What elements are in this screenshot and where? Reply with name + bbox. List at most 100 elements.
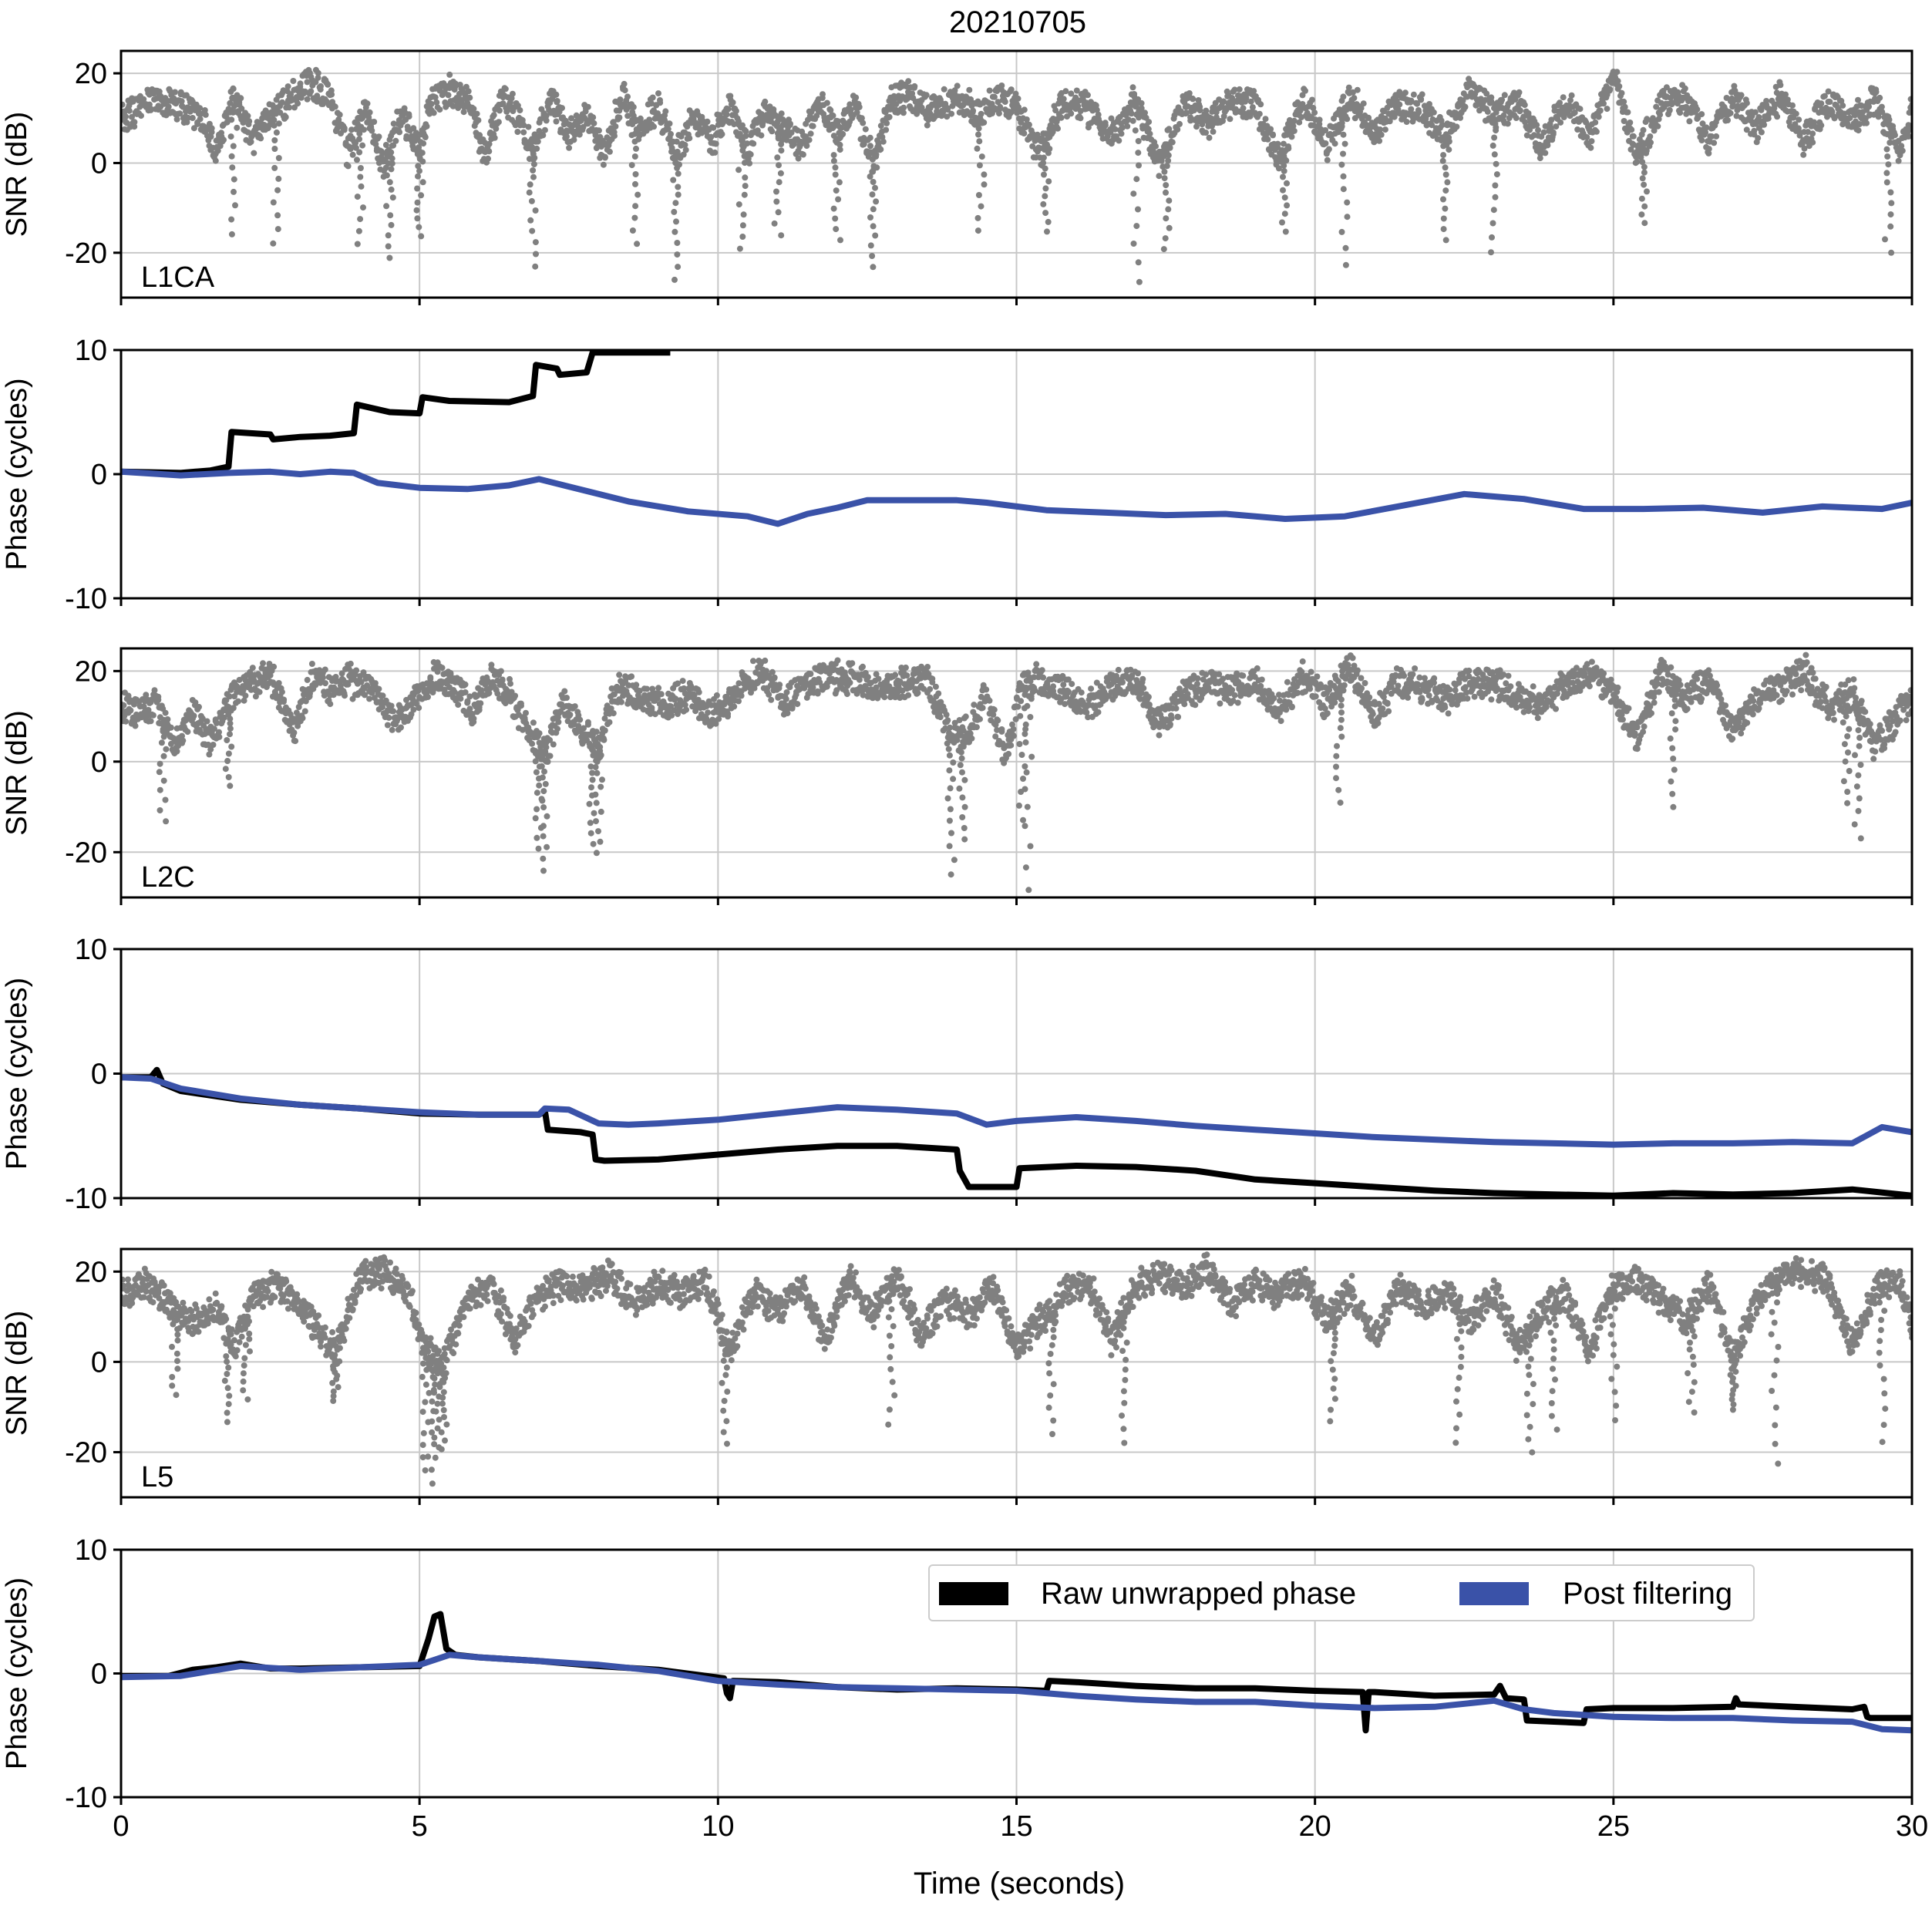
l1ca-snr-point: [875, 140, 882, 147]
l1ca-snr-point: [514, 129, 521, 135]
l1ca-snr-point: [1291, 127, 1298, 134]
l1ca-snr-point: [1686, 118, 1693, 125]
l1ca-snr-outlier: [418, 192, 425, 199]
l2c-snr-point: [601, 715, 608, 722]
l1ca-snr-point: [1396, 101, 1403, 108]
l1ca-snr-outlier: [356, 136, 362, 143]
l1ca-snr-point: [486, 140, 493, 147]
l1ca-snr-point: [630, 103, 637, 110]
l1ca-snr-outlier: [385, 243, 392, 250]
l2c-snr-point: [606, 719, 613, 726]
l1ca-snr-point: [1727, 109, 1734, 116]
l1ca-snr-point: [297, 83, 304, 90]
l1ca-snr-point: [997, 103, 1004, 110]
l1ca-snr-point: [991, 93, 998, 100]
l2c-snr-point: [571, 703, 578, 710]
l2c-snr-point: [398, 724, 404, 731]
l1ca-snr-point: [1683, 103, 1690, 110]
l1ca-snr-point: [208, 125, 215, 132]
l2c-snr-point: [434, 668, 441, 675]
l1ca-snr-point: [1839, 102, 1846, 109]
l1ca-snr-outlier: [832, 215, 839, 222]
l1ca-snr-point: [1340, 93, 1347, 100]
l2c-snr-point: [564, 718, 571, 725]
l1ca-snr-point: [731, 121, 738, 128]
l1ca-snr-outlier: [1492, 194, 1499, 200]
l1ca-snr-point: [325, 81, 332, 88]
l1ca-snr-point: [1231, 86, 1238, 93]
l2c-snr-point: [1033, 661, 1040, 668]
l2c-snr-point: [275, 680, 282, 686]
l2c-snr-point: [236, 676, 243, 683]
l1ca-snr-outlier: [272, 110, 279, 117]
l1ca-snr-point: [970, 107, 977, 114]
l1ca-snr-point: [131, 123, 138, 130]
l1ca-snr-point: [554, 98, 560, 104]
l1ca-snr-outlier: [1165, 206, 1172, 213]
l1ca-snr-point: [177, 110, 183, 117]
l1ca-snr-point: [637, 115, 644, 122]
l1ca-snr-point: [1107, 129, 1114, 136]
l1ca-snr-point: [1634, 158, 1641, 165]
l1ca-snr-point: [1378, 131, 1385, 138]
l2c-snr-point: [132, 722, 139, 729]
l1ca-snr-point: [1439, 122, 1446, 128]
l1ca-snr-outlier: [1489, 220, 1496, 227]
l1ca-snr-point: [1344, 116, 1351, 123]
l1ca-snr-point: [750, 140, 757, 147]
l1ca-snr-outlier: [1883, 179, 1890, 186]
l1ca-snr-point: [1453, 123, 1460, 130]
l1ca-snr-point: [1800, 151, 1807, 158]
l2c-snr-point: [768, 696, 775, 703]
l1ca-snr-point: [390, 142, 397, 149]
l1ca-snr-point: [1755, 135, 1762, 142]
l1ca-phase-plot-area: [121, 350, 1912, 527]
l1ca-snr-point: [449, 103, 456, 109]
l1ca-snr-point: [517, 107, 523, 113]
l1ca-snr-outlier: [416, 167, 422, 174]
l1ca-snr-point: [712, 140, 719, 147]
l1ca-snr-point: [1116, 137, 1123, 144]
l2c-snr-point: [873, 684, 880, 691]
l1ca-snr-point: [1483, 90, 1490, 97]
l2c-snr-point: [295, 704, 302, 710]
l1ca-snr-outlier: [975, 125, 982, 132]
l1ca-snr-point: [455, 105, 462, 111]
l2c-snr-point: [1010, 726, 1017, 732]
l1ca-snr-point: [1863, 120, 1870, 126]
l1ca-snr-outlier: [1281, 194, 1288, 201]
l1ca-snr-point: [147, 106, 154, 113]
l1ca-snr-outlier: [275, 175, 282, 182]
l1ca-snr-outlier: [1887, 223, 1894, 230]
l1ca-snr-outlier: [633, 145, 639, 152]
l1ca-snr-point: [1146, 119, 1153, 126]
l1ca-snr-point: [927, 109, 934, 116]
l1ca-snr-point: [491, 134, 498, 141]
l1ca-snr-outlier: [353, 125, 360, 132]
l1ca-snr-outlier: [1887, 133, 1894, 140]
l1ca-snr-outlier: [742, 174, 749, 181]
l1ca-snr-point: [1755, 114, 1762, 120]
l1ca-snr-outlier: [1281, 162, 1287, 169]
l1ca-snr-point: [1462, 103, 1469, 110]
l2c-snr-point: [762, 657, 769, 664]
l1ca-snr-point: [601, 153, 608, 160]
l2c-snr-point: [1038, 667, 1045, 674]
l1ca-phase-y-axis-label: Phase (cycles): [1, 378, 33, 570]
l2c-snr-point: [199, 715, 206, 722]
l2c-snr-point: [389, 726, 395, 733]
l1ca-snr-point: [1166, 143, 1173, 150]
l1ca-snr-outlier: [739, 234, 746, 240]
l1ca-snr-point: [1890, 123, 1897, 130]
l1ca-snr-point: [1587, 144, 1594, 151]
l2c-snr-point: [121, 702, 127, 709]
l1ca-snr-point: [1567, 97, 1574, 104]
l1ca-snr-point: [1193, 123, 1200, 130]
l2c-snr-point: [712, 720, 719, 727]
l2c-snr-point: [280, 699, 287, 705]
l1ca-snr-point: [1542, 150, 1549, 157]
l1ca-snr-outlier: [1040, 154, 1047, 161]
l1ca-snr-point: [662, 108, 669, 115]
l1ca-snr-point: [1571, 109, 1578, 116]
l2c-snr-point: [470, 715, 477, 722]
